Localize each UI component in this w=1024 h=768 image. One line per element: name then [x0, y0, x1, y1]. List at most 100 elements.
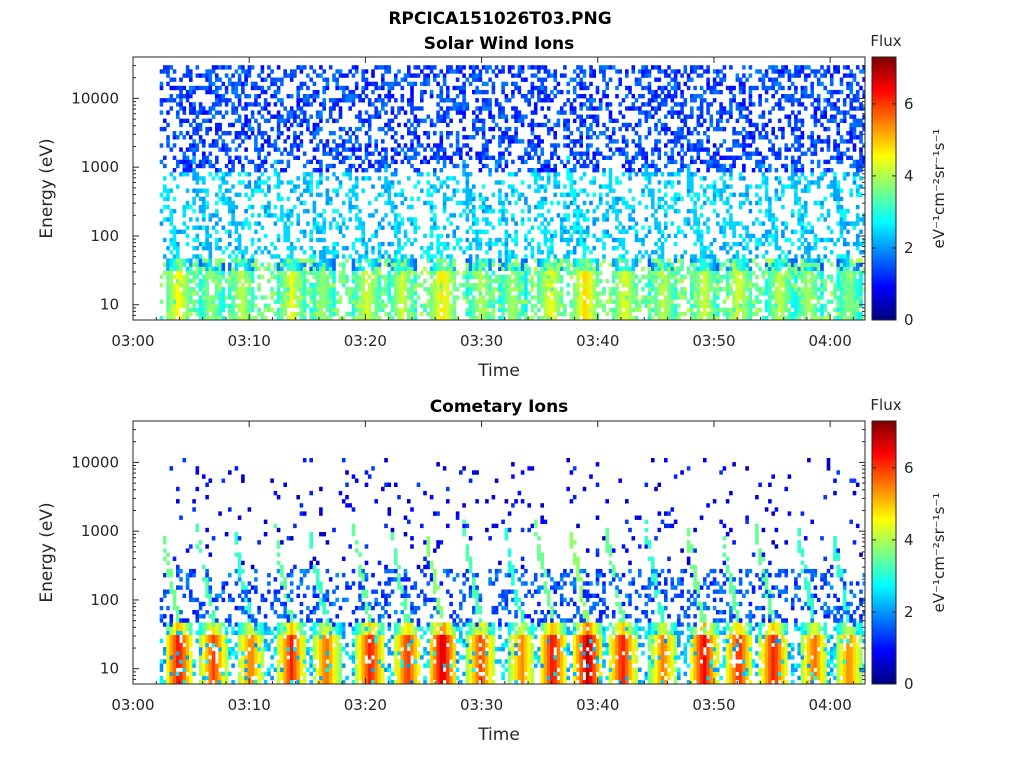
heatmap-cell: [338, 159, 343, 165]
heatmap-cell: [176, 283, 180, 288]
heatmap-cell: [618, 126, 622, 132]
heatmap-cell: [667, 270, 671, 276]
heatmap-cell: [429, 89, 434, 95]
heatmap-cell: [312, 69, 317, 74]
heatmap-cell: [250, 102, 255, 107]
heatmap-cell: [699, 184, 704, 189]
heatmap-cell: [348, 135, 352, 140]
heatmap-cell: [286, 151, 291, 156]
heatmap-cell: [472, 118, 476, 123]
heatmap-cell: [696, 196, 701, 202]
heatmap-cell: [644, 65, 649, 70]
heatmap-cell: [247, 122, 252, 128]
heatmap-cell: [407, 159, 411, 165]
heatmap-cell: [351, 204, 356, 210]
heatmap-cell: [507, 262, 512, 267]
heatmap-cell: [289, 114, 294, 119]
heatmap-cell: [312, 258, 317, 263]
heatmap-cell: [706, 287, 710, 292]
heatmap-cell: [485, 163, 489, 169]
heatmap-cell: [328, 270, 333, 276]
heatmap-cell: [621, 147, 626, 152]
heatmap-cell: [706, 147, 710, 152]
heatmap-cell: [670, 204, 675, 210]
heatmap-cell: [407, 102, 411, 107]
heatmap-cell: [410, 311, 414, 317]
heatmap-cell: [680, 131, 684, 136]
heatmap-cell: [231, 278, 235, 284]
heatmap-cell: [582, 254, 587, 259]
heatmap-cell: [267, 262, 271, 267]
heatmap-cell: [319, 126, 323, 132]
heatmap-cell: [198, 188, 203, 193]
heatmap-cell: [501, 278, 505, 284]
heatmap-cell: [615, 176, 619, 181]
heatmap-cell: [494, 168, 499, 173]
heatmap-cell: [559, 274, 564, 280]
heatmap-cell: [211, 69, 216, 74]
heatmap-cell: [703, 258, 707, 263]
heatmap-cell: [520, 139, 525, 144]
heatmap-cell: [527, 204, 531, 210]
heatmap-cell: [426, 143, 431, 148]
heatmap-cell: [481, 135, 486, 140]
heatmap-cell: [546, 237, 551, 243]
heatmap-cell: [690, 196, 694, 202]
heatmap-cell: [286, 209, 291, 214]
heatmap-cell: [621, 274, 626, 280]
heatmap-cell: [563, 65, 567, 70]
heatmap-cell: [182, 73, 187, 78]
heatmap-cell: [270, 254, 274, 259]
heatmap-cell: [514, 85, 518, 91]
heatmap-cell: [585, 311, 590, 317]
heatmap-cell: [514, 73, 518, 78]
heatmap-cell: [559, 278, 564, 284]
heatmap-cell: [319, 254, 323, 259]
heatmap-cell: [185, 73, 190, 78]
heatmap-cell: [452, 299, 457, 304]
heatmap-cell: [566, 192, 570, 197]
heatmap-cell: [654, 221, 658, 226]
heatmap-cell: [185, 299, 190, 304]
heatmap-cell: [690, 155, 694, 160]
heatmap-cell: [572, 307, 577, 313]
heatmap-cell: [394, 98, 398, 103]
heatmap-cell: [302, 81, 307, 87]
heatmap-cell: [241, 315, 245, 320]
heatmap-cell: [185, 225, 190, 230]
heatmap-cell: [260, 262, 265, 267]
heatmap-cell: [293, 131, 297, 136]
heatmap-cell: [654, 299, 658, 304]
heatmap-cell: [416, 106, 421, 111]
heatmap-cell: [420, 283, 424, 288]
heatmap-cell: [660, 196, 665, 202]
heatmap-cell: [462, 135, 466, 140]
heatmap-cell: [241, 106, 245, 111]
heatmap-cell: [514, 131, 518, 136]
heatmap-cell: [673, 69, 678, 74]
heatmap-cell: [172, 176, 177, 181]
heatmap-cell: [449, 307, 453, 313]
heatmap-cell: [361, 225, 365, 230]
heatmap-cell: [647, 303, 652, 308]
heatmap-cell: [657, 307, 662, 313]
heatmap-cell: [592, 106, 596, 111]
heatmap-cell: [218, 77, 222, 82]
heatmap-cell: [260, 135, 265, 140]
heatmap-cell: [189, 110, 193, 115]
heatmap-cell: [397, 291, 401, 296]
heatmap-cell: [176, 114, 180, 119]
heatmap-cell: [250, 65, 255, 70]
heatmap-cell: [459, 147, 463, 152]
heatmap-cell: [585, 233, 590, 239]
heatmap-cell: [559, 291, 564, 296]
heatmap-cell: [293, 69, 297, 74]
heatmap-cell: [367, 315, 372, 320]
heatmap-cell: [426, 299, 431, 304]
heatmap-cell: [296, 283, 300, 288]
heatmap-cell: [553, 85, 557, 91]
heatmap-cell: [520, 122, 525, 128]
heatmap-cell: [276, 307, 281, 313]
heatmap-cell: [228, 81, 232, 87]
heatmap-cell: [276, 299, 281, 304]
